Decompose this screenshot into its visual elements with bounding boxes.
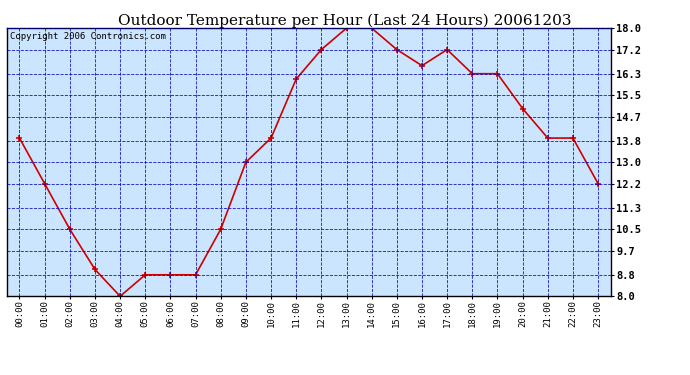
Text: Outdoor Temperature per Hour (Last 24 Hours) 20061203: Outdoor Temperature per Hour (Last 24 Ho…	[118, 13, 572, 27]
Text: Copyright 2006 Contronics.com: Copyright 2006 Contronics.com	[10, 32, 166, 41]
